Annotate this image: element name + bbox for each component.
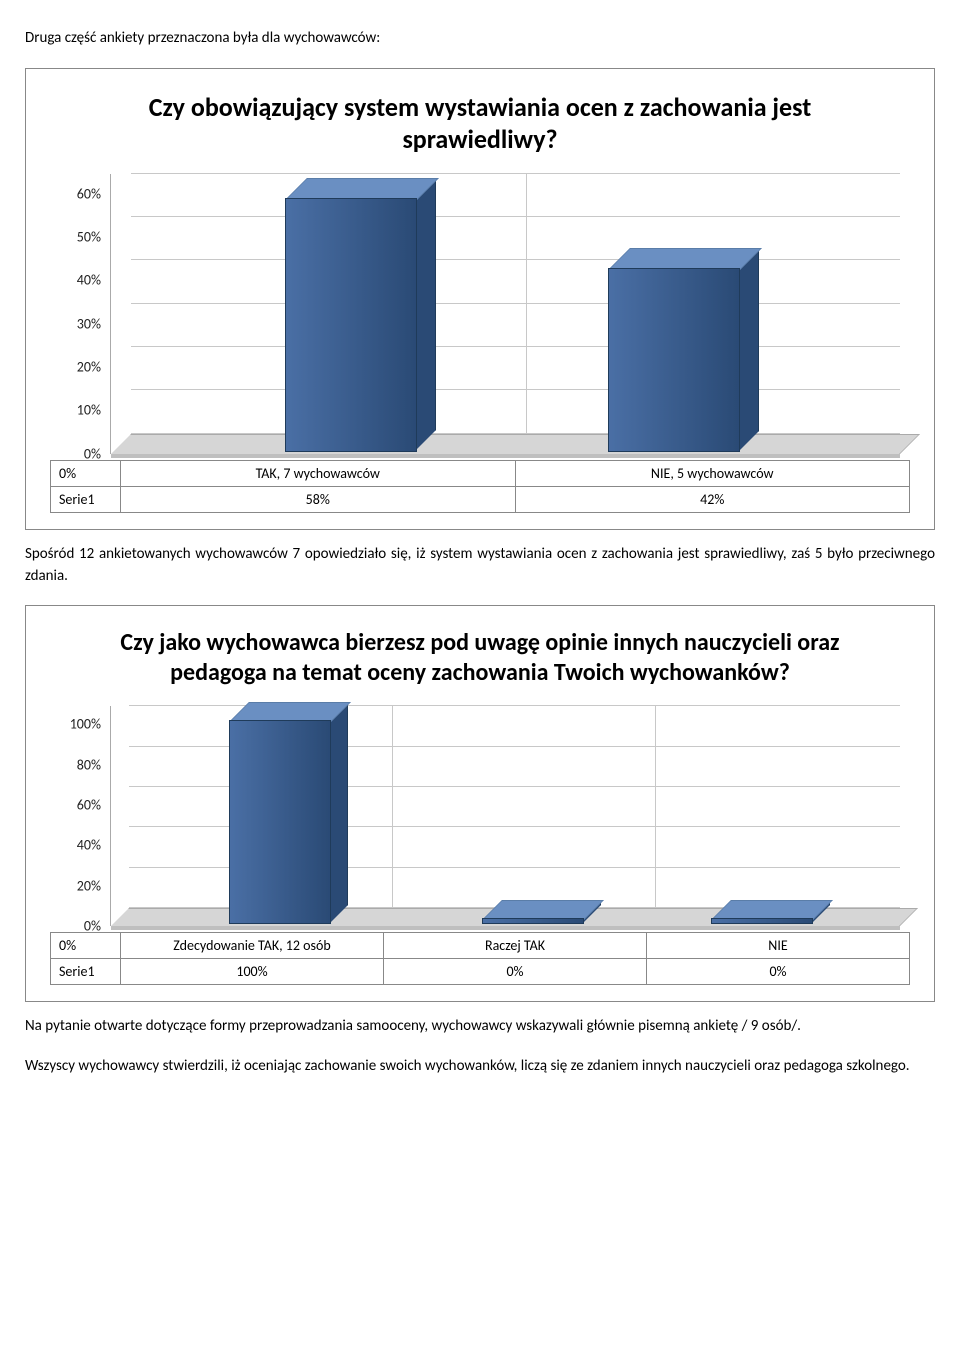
chart1-container: Czy obowiązujący system wystawiania ocen… xyxy=(25,68,935,530)
chart1-data-table: 0%TAK, 7 wychowawcówNIE, 5 wychowawców S… xyxy=(50,460,910,513)
outro-paragraph-2: Wszyscy wychowawcy stwierdzili, iż oceni… xyxy=(25,1056,935,1078)
chart1-ytick-label: 40% xyxy=(77,272,111,289)
chart1-ytick-label: 30% xyxy=(77,315,111,332)
chart2-ytick-label: 60% xyxy=(77,797,111,814)
chart2-value-cell: 0% xyxy=(384,959,647,985)
chart1-gridline xyxy=(131,216,900,217)
chart2-corner-cell: 0% xyxy=(51,933,121,959)
chart2-ytick-label: 20% xyxy=(77,877,111,894)
chart1-gridline xyxy=(131,173,900,174)
chart2-data-table: 0%Zdecydowanie TAK, 12 osóbRaczej TAKNIE… xyxy=(50,932,910,985)
chart1-ytick-label: 50% xyxy=(77,229,111,246)
chart2-value-cell: 100% xyxy=(121,959,384,985)
chart2-vgrid xyxy=(655,706,656,908)
chart1-series-label: Serie1 xyxy=(51,486,121,512)
chart1-value-cell: 42% xyxy=(515,486,910,512)
chart1-category-header: TAK, 7 wychowawców xyxy=(121,460,516,486)
chart1-vgrid xyxy=(526,174,527,434)
chart1-gridline xyxy=(131,303,900,304)
chart1-floor xyxy=(111,434,900,454)
chart1-ytick-label: 60% xyxy=(77,185,111,202)
outro-paragraph-1: Na pytanie otwarte dotyczące formy przep… xyxy=(25,1016,935,1038)
chart1-category-header: NIE, 5 wychowawców xyxy=(515,460,910,486)
chart2-plot: 0%20%40%60%80%100% xyxy=(110,706,900,926)
chart2-category-header: NIE xyxy=(647,933,910,959)
chart2-ytick-label: 0% xyxy=(84,918,111,935)
chart2-category-header: Raczej TAK xyxy=(384,933,647,959)
chart2-title: Czy jako wychowawca bierzesz pod uwagę o… xyxy=(70,628,890,688)
chart2-ytick-label: 40% xyxy=(77,837,111,854)
chart1-plot: 0%10%20%30%40%50%60% xyxy=(110,174,900,454)
chart1-ytick-label: 0% xyxy=(84,445,111,462)
chart2-category-header: Zdecydowanie TAK, 12 osób xyxy=(121,933,384,959)
chart1-plot-area: 0%10%20%30%40%50%60% xyxy=(110,174,900,454)
mid-paragraph: Spośród 12 ankietowanych wychowawców 7 o… xyxy=(25,544,935,588)
chart2-ytick-label: 100% xyxy=(70,716,111,733)
chart2-series-label: Serie1 xyxy=(51,959,121,985)
chart2-vgrid xyxy=(392,706,393,908)
chart1-corner-cell: 0% xyxy=(51,460,121,486)
chart1-gridline xyxy=(131,259,900,260)
chart2-plot-area: 0%20%40%60%80%100% xyxy=(110,706,900,926)
chart1-gridline xyxy=(131,346,900,347)
chart1-title: Czy obowiązujący system wystawiania ocen… xyxy=(90,91,870,156)
chart2-ytick-label: 80% xyxy=(77,756,111,773)
intro-paragraph: Druga część ankiety przeznaczona była dl… xyxy=(25,28,935,50)
chart1-gridline xyxy=(131,389,900,390)
chart1-ytick-label: 10% xyxy=(77,402,111,419)
chart1-ytick-label: 20% xyxy=(77,359,111,376)
chart1-value-cell: 58% xyxy=(121,486,516,512)
chart2-value-cell: 0% xyxy=(647,959,910,985)
chart2-container: Czy jako wychowawca bierzesz pod uwagę o… xyxy=(25,605,935,1002)
